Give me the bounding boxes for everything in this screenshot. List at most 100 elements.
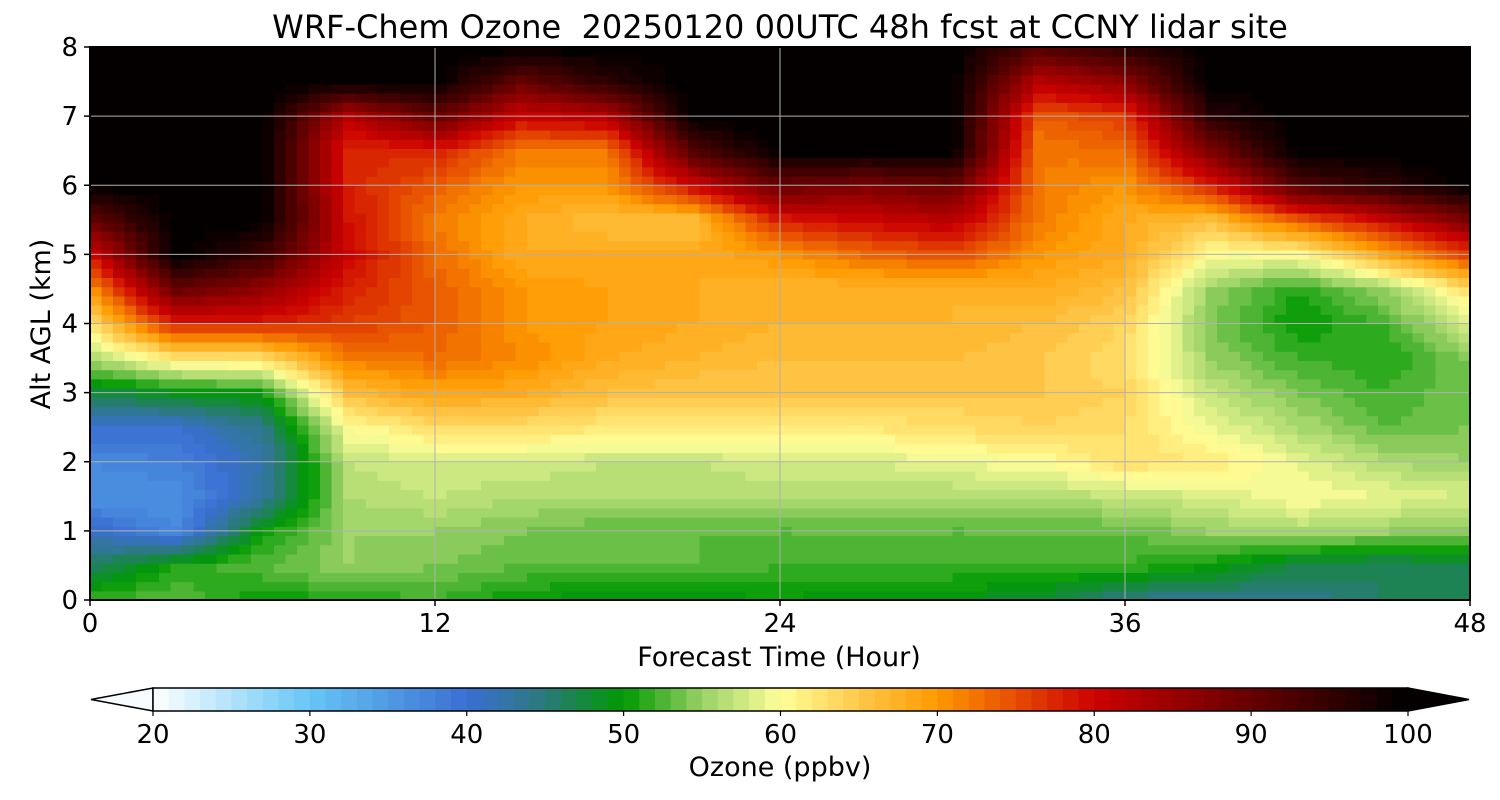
heatmap-cell <box>791 351 804 361</box>
heatmap-cell <box>1125 572 1138 583</box>
heatmap-cell <box>975 461 988 472</box>
heatmap-cell <box>354 397 367 408</box>
heatmap-cell <box>791 424 804 435</box>
heatmap-cell <box>136 535 149 546</box>
heatmap-cell <box>136 461 149 472</box>
heatmap-cell <box>1424 434 1437 444</box>
heatmap-cell <box>573 240 586 251</box>
heatmap-cell <box>688 212 701 223</box>
heatmap-cell <box>354 581 367 592</box>
heatmap-cell <box>343 360 356 371</box>
heatmap-cell <box>929 341 942 352</box>
heatmap-cell <box>446 286 459 297</box>
heatmap-cell <box>607 563 620 573</box>
heatmap-cell <box>1159 498 1172 509</box>
heatmap-cell <box>745 470 758 481</box>
heatmap-cell <box>90 258 103 269</box>
heatmap-cell <box>745 489 758 500</box>
heatmap-cell <box>205 323 218 334</box>
heatmap-cell <box>446 517 459 527</box>
heatmap-cell <box>975 378 988 389</box>
heatmap-cell <box>607 332 620 343</box>
heatmap-cell <box>814 258 827 269</box>
heatmap-cell <box>803 240 816 251</box>
heatmap-cell <box>1021 360 1034 371</box>
heatmap-cell <box>285 572 298 583</box>
heatmap-cell <box>1056 286 1069 297</box>
heatmap-cell <box>343 452 356 463</box>
heatmap-cell <box>653 314 666 325</box>
heatmap-cell <box>458 305 471 315</box>
heatmap-cell <box>653 590 666 601</box>
heatmap-cell <box>469 553 482 564</box>
heatmap-cell <box>1010 461 1023 472</box>
heatmap-cell <box>1182 222 1195 232</box>
heatmap-cell <box>1332 406 1345 417</box>
heatmap-cell <box>699 305 712 315</box>
heatmap-cell <box>952 443 965 454</box>
heatmap-cell <box>1320 231 1333 242</box>
heatmap-cell <box>320 563 333 573</box>
heatmap-cell <box>1251 240 1264 251</box>
heatmap-cell <box>412 424 425 435</box>
heatmap-cell <box>607 590 620 601</box>
heatmap-cell <box>1205 507 1218 518</box>
heatmap-cell <box>101 452 114 463</box>
heatmap-cell <box>964 332 977 343</box>
heatmap-cell <box>435 424 448 435</box>
heatmap-cell <box>1113 461 1126 472</box>
heatmap-cell <box>492 341 505 352</box>
heatmap-cell <box>492 231 505 242</box>
heatmap-cell <box>642 360 655 371</box>
heatmap-cell <box>952 544 965 555</box>
heatmap-cell <box>216 461 229 472</box>
heatmap-cell <box>1343 517 1356 527</box>
heatmap-cell <box>216 258 229 269</box>
heatmap-cell <box>872 544 885 555</box>
heatmap-cell <box>1401 268 1414 279</box>
heatmap-cell <box>1194 351 1207 361</box>
heatmap-cell <box>354 378 367 389</box>
heatmap-cell <box>1067 590 1080 601</box>
heatmap-cells <box>90 47 1471 601</box>
heatmap-cell <box>872 470 885 481</box>
heatmap-cell <box>814 231 827 242</box>
heatmap-cell <box>101 498 114 509</box>
heatmap-cell <box>941 415 954 426</box>
heatmap-cell <box>1067 314 1080 325</box>
heatmap-cell <box>400 553 413 564</box>
heatmap-cell <box>1067 581 1080 592</box>
heatmap-cell <box>688 443 701 454</box>
heatmap-cell <box>1159 258 1172 269</box>
heatmap-cell <box>446 222 459 232</box>
heatmap-cell <box>849 351 862 361</box>
heatmap-cell <box>1251 397 1264 408</box>
heatmap-cell <box>1067 397 1080 408</box>
heatmap-cell <box>400 434 413 444</box>
heatmap-cell <box>331 461 344 472</box>
heatmap-cell <box>1309 590 1322 601</box>
heatmap-cell <box>665 323 678 334</box>
heatmap-cell <box>1056 258 1069 269</box>
heatmap-cell <box>584 332 597 343</box>
heatmap-cell <box>458 277 471 288</box>
heatmap-cell <box>780 295 793 306</box>
heatmap-cell <box>239 314 252 325</box>
heatmap-cell <box>308 461 321 472</box>
heatmap-cell <box>1044 535 1057 546</box>
heatmap-cell <box>619 553 632 564</box>
heatmap-cell <box>435 277 448 288</box>
heatmap-cell <box>561 305 574 315</box>
heatmap-cell <box>722 535 735 546</box>
heatmap-cell <box>722 434 735 444</box>
heatmap-cell <box>308 489 321 500</box>
heatmap-cell <box>906 581 919 592</box>
heatmap-cell <box>1343 480 1356 490</box>
heatmap-cell <box>1435 286 1448 297</box>
heatmap-cell <box>216 406 229 417</box>
heatmap-cell <box>1148 341 1161 352</box>
heatmap-cell <box>492 452 505 463</box>
heatmap-cell <box>1044 553 1057 564</box>
heatmap-cell <box>1366 498 1379 509</box>
